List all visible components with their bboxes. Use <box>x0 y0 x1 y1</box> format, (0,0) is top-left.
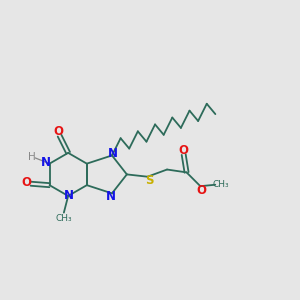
Text: O: O <box>196 184 206 197</box>
Text: S: S <box>145 174 154 187</box>
Text: O: O <box>53 125 63 138</box>
Text: CH₃: CH₃ <box>56 214 72 223</box>
Text: H: H <box>28 152 35 162</box>
Text: N: N <box>106 190 116 203</box>
Text: O: O <box>178 144 188 157</box>
Text: N: N <box>108 147 118 160</box>
Text: N: N <box>64 189 74 202</box>
Text: N: N <box>40 156 50 169</box>
Text: O: O <box>22 176 32 189</box>
Text: CH₃: CH₃ <box>212 180 229 189</box>
